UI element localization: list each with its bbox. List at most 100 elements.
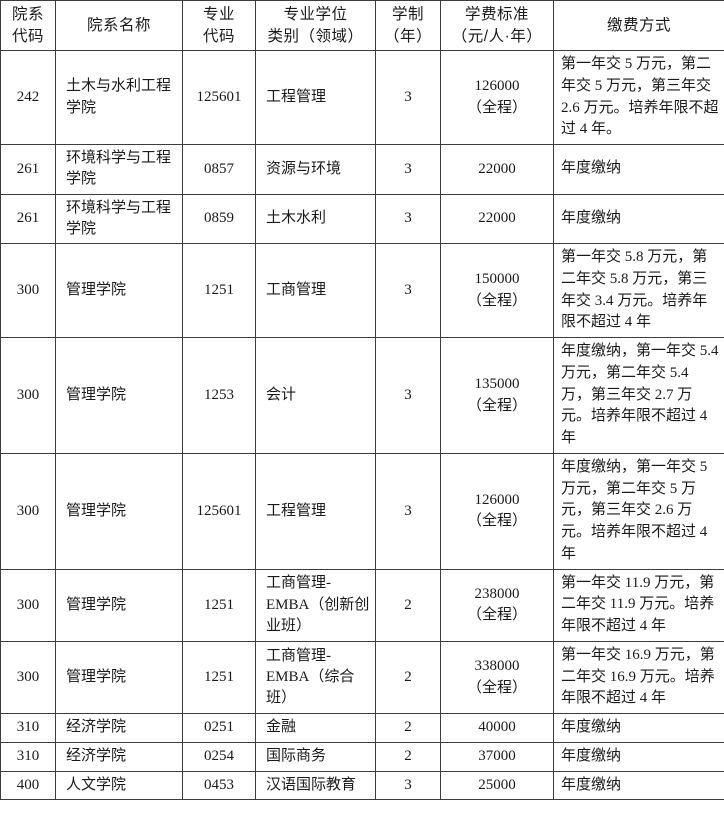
column-header-line2: 类别（领域） bbox=[267, 27, 364, 45]
tuition-amount-wrapper: 40000 bbox=[441, 714, 553, 741]
major-code-cell: 1251 bbox=[182, 243, 256, 339]
study-duration-cell-text: 3 bbox=[404, 88, 412, 105]
major-code-cell: 0254 bbox=[182, 741, 256, 772]
tuition-standard-cell: 37000 bbox=[440, 741, 554, 772]
payment-method-cell-text: 年度缴纳，第一年交 5.4 万元，第二年交 5.4 万，第三年交 2.7 万元。… bbox=[561, 343, 719, 447]
study-duration-cell: 3 bbox=[375, 144, 441, 195]
department-name-cell-text: 经济学院 bbox=[66, 719, 127, 736]
tuition-amount: 40000 bbox=[478, 719, 516, 736]
column-header-line2: （年） bbox=[383, 27, 432, 45]
department-name-cell-text: 环境科学与工程学院 bbox=[66, 199, 172, 237]
column-header-payment-method: 缴费方式 bbox=[553, 0, 724, 51]
major-code-cell-text: 0859 bbox=[204, 210, 234, 227]
degree-category-cell: 金融 bbox=[255, 713, 376, 743]
degree-category-cell: 工商管理 bbox=[255, 243, 376, 339]
payment-method-cell: 年度缴纳 bbox=[553, 741, 724, 772]
department-name-cell: 土木与水利工程学院 bbox=[55, 50, 183, 145]
column-header-line1: 学费标准 bbox=[464, 6, 529, 24]
tuition-standard-cell: 126000 （全程） bbox=[440, 452, 554, 570]
department-code-cell: 300 bbox=[0, 452, 56, 570]
major-code-cell: 0251 bbox=[182, 713, 256, 743]
column-header-line1: 院系 bbox=[11, 6, 44, 24]
tuition-standard-cell: 150000 （全程） bbox=[440, 243, 554, 339]
degree-category-cell-text: 金融 bbox=[266, 719, 297, 736]
department-name-cell-text: 管理学院 bbox=[66, 668, 127, 685]
study-duration-cell: 3 bbox=[375, 337, 441, 454]
department-code-cell: 261 bbox=[0, 144, 56, 195]
table-row: 300 管理学院 1251 工商管理-EMBA（创新创业班） 2 238000 （全程） 第一… bbox=[0, 568, 724, 642]
payment-method-cell: 第一年交 5 万元，第二年交 5 万元，第三年交 2.6 万元。培养年限不超过 … bbox=[553, 50, 724, 145]
major-code-cell-text: 1251 bbox=[204, 668, 234, 685]
department-name-cell-text: 管理学院 bbox=[66, 502, 127, 519]
major-code-cell: 125601 bbox=[182, 50, 256, 145]
column-header-line2: 代码 bbox=[11, 27, 44, 45]
study-duration-cell-text: 3 bbox=[404, 776, 412, 793]
major-code-cell: 0859 bbox=[182, 193, 256, 245]
column-header-line2: 代码 bbox=[202, 27, 235, 45]
department-name-cell-text: 管理学院 bbox=[66, 386, 127, 403]
tuition-amount-note: （全程） bbox=[466, 99, 527, 116]
table-row: 300 管理学院 1251 工商管理 3 150000 （全程） 第一年交 5.8 万元，第二… bbox=[0, 243, 724, 339]
tuition-amount: 22000 bbox=[478, 210, 516, 227]
tuition-amount: 22000 bbox=[478, 160, 516, 177]
tuition-amount: 150000 bbox=[474, 271, 520, 288]
tuition-amount: 338000 bbox=[474, 658, 520, 675]
degree-category-cell-text: 会计 bbox=[266, 386, 297, 403]
department-name-cell-text: 管理学院 bbox=[66, 282, 127, 299]
table-header-row: 院系 代码 院系名称 专业 代码 专业学位 类别（领域） 学制 （年） 学费标准 （元/人·年） 缴费… bbox=[0, 0, 724, 51]
column-header-line1: 专业 bbox=[202, 6, 235, 24]
payment-method-cell: 第一年交 16.9 万元，第二年交 16.9 万元。培养年限不超过 4 年 bbox=[553, 640, 724, 715]
column-header-department-name: 院系名称 bbox=[55, 0, 183, 51]
degree-category-cell-text: 土木水利 bbox=[266, 210, 327, 227]
department-code-cell: 400 bbox=[0, 770, 56, 801]
major-code-cell: 0857 bbox=[182, 144, 256, 195]
table-row: 300 管理学院 1253 会计 3 135000 （全程） 年度缴纳，第一年交 5.4 万元… bbox=[0, 337, 724, 454]
tuition-standard-cell: 22000 bbox=[440, 193, 554, 245]
column-header-line1: 专业学位 bbox=[283, 6, 348, 24]
department-name-cell: 经济学院 bbox=[55, 713, 183, 743]
department-code-cell-text: 300 bbox=[16, 596, 40, 613]
tuition-amount-note: （全程） bbox=[466, 607, 527, 624]
study-duration-cell: 2 bbox=[375, 741, 441, 772]
department-code-cell-text: 242 bbox=[16, 88, 40, 105]
degree-category-cell: 工程管理 bbox=[255, 50, 376, 145]
study-duration-cell: 2 bbox=[375, 568, 441, 642]
table-row: 300 管理学院 125601 工程管理 3 126000 （全程） 年度缴纳，第一年交 5 … bbox=[0, 452, 724, 570]
major-code-cell: 1251 bbox=[182, 640, 256, 715]
payment-method-cell: 年度缴纳，第一年交 5 万元，第二年交 5 万元，第三年交 2.6 万元。培养年… bbox=[553, 452, 724, 570]
tuition-amount-wrapper: 126000 （全程） bbox=[441, 73, 553, 122]
column-header-line1: 缴费方式 bbox=[606, 16, 671, 34]
degree-category-cell: 工商管理-EMBA（创新创业班） bbox=[255, 568, 376, 642]
study-duration-cell-text: 3 bbox=[404, 160, 412, 177]
tuition-standard-cell: 338000 （全程） bbox=[440, 640, 554, 715]
major-code-cell-text: 125601 bbox=[196, 502, 242, 519]
study-duration-cell-text: 2 bbox=[404, 748, 412, 765]
column-header-line1: 院系名称 bbox=[86, 16, 151, 34]
degree-category-cell: 国际商务 bbox=[255, 741, 376, 772]
degree-category-cell-text: 汉语国际教育 bbox=[266, 776, 357, 793]
study-duration-cell: 3 bbox=[375, 193, 441, 245]
department-code-cell-text: 310 bbox=[16, 719, 40, 736]
payment-method-cell-text: 第一年交 11.9 万元，第二年交 11.9 万元。培养年限不超过 4 年 bbox=[561, 574, 715, 635]
tuition-amount-wrapper: 126000 （全程） bbox=[441, 487, 553, 536]
study-duration-cell: 3 bbox=[375, 452, 441, 570]
payment-method-cell: 年度缴纳，第一年交 5.4 万元，第二年交 5.4 万，第三年交 2.7 万元。… bbox=[553, 337, 724, 454]
degree-category-cell-text: 工商管理-EMBA（创新创业班） bbox=[266, 575, 370, 634]
degree-category-cell: 工程管理 bbox=[255, 452, 376, 570]
tuition-amount-wrapper: 150000 （全程） bbox=[441, 266, 553, 315]
column-header-line2: （元/人·年） bbox=[451, 27, 543, 45]
major-code-cell-text: 125601 bbox=[196, 88, 242, 105]
study-duration-cell-text: 3 bbox=[404, 502, 412, 519]
degree-category-cell-text: 工程管理 bbox=[266, 88, 327, 105]
department-code-cell-text: 400 bbox=[16, 776, 40, 793]
payment-method-cell-text: 第一年交 16.9 万元，第二年交 16.9 万元。培养年限不超过 4 年 bbox=[561, 646, 715, 707]
study-duration-cell: 3 bbox=[375, 770, 441, 801]
payment-method-cell-text: 年度缴纳，第一年交 5 万元，第二年交 5 万元，第三年交 2.6 万元。培养年… bbox=[561, 458, 708, 562]
column-header-degree-category: 专业学位类别（领域） bbox=[255, 0, 376, 51]
tuition-amount-wrapper: 338000 （全程） bbox=[441, 653, 553, 702]
table-row: 310 经济学院 0251 金融 2 40000 年度缴纳 bbox=[0, 713, 724, 743]
degree-category-cell: 资源与环境 bbox=[255, 144, 376, 195]
payment-method-cell: 年度缴纳 bbox=[553, 770, 724, 801]
tuition-fee-table: 院系 代码 院系名称 专业 代码 专业学位 类别（领域） 学制 （年） 学费标准 （元/人·年） 缴费… bbox=[0, 0, 724, 801]
study-duration-cell-text: 2 bbox=[404, 719, 412, 736]
